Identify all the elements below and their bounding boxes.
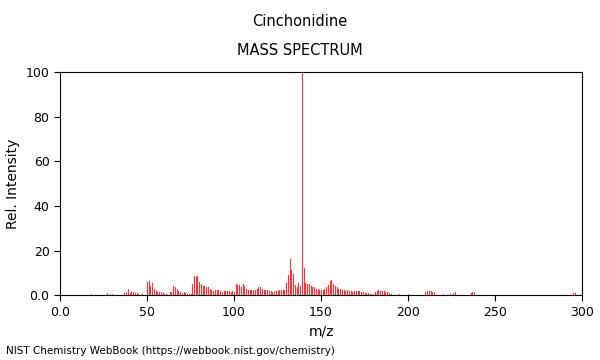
Text: Cinchonidine: Cinchonidine <box>253 14 347 30</box>
Text: NIST Chemistry WebBook (https://webbook.nist.gov/chemistry): NIST Chemistry WebBook (https://webbook.… <box>6 346 335 356</box>
Y-axis label: Rel. Intensity: Rel. Intensity <box>6 138 20 229</box>
X-axis label: m/z: m/z <box>308 324 334 338</box>
Text: MASS SPECTRUM: MASS SPECTRUM <box>237 43 363 58</box>
